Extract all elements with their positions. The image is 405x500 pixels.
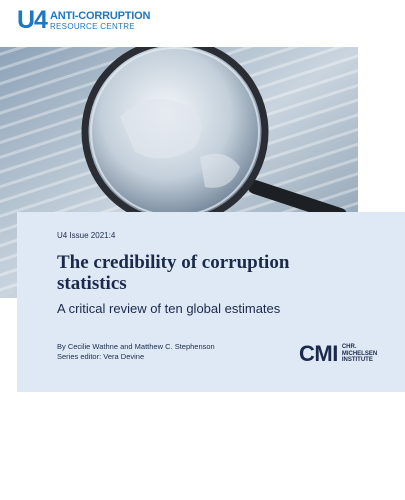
logo-mark: U4 [17, 6, 48, 34]
u4-logo: U4 ANTI-CORRUPTION RESOURCE CENTRE [17, 8, 150, 33]
series-editor: Series editor: Vera Devine [57, 352, 145, 361]
cmi-line: CHR. [341, 344, 357, 351]
title-panel: U4 Issue 2021:4 The credibility of corru… [17, 212, 405, 392]
cmi-line: INSTITUTE [341, 357, 373, 364]
cmi-logo: CMI CHR. MICHELSEN INSTITUTE [299, 343, 377, 365]
issue-number: U4 Issue 2021:4 [57, 231, 116, 240]
logo-line: ANTI-CORRUPTION [49, 9, 151, 22]
cmi-text: CHR. MICHELSEN INSTITUTE [342, 344, 377, 364]
subtitle: A critical review of ten global estimate… [57, 301, 281, 316]
authors: By Cecilie Wathne and Matthew C. Stephen… [57, 342, 215, 351]
cover-photo [0, 47, 358, 298]
logo-text: ANTI-CORRUPTION RESOURCE CENTRE [49, 9, 151, 31]
cmi-mark: CMI [299, 341, 338, 366]
cmi-line: MICHELSEN [341, 350, 378, 357]
title: The credibility of corruption statistics [57, 252, 290, 294]
logo-line: RESOURCE CENTRE [49, 21, 135, 31]
